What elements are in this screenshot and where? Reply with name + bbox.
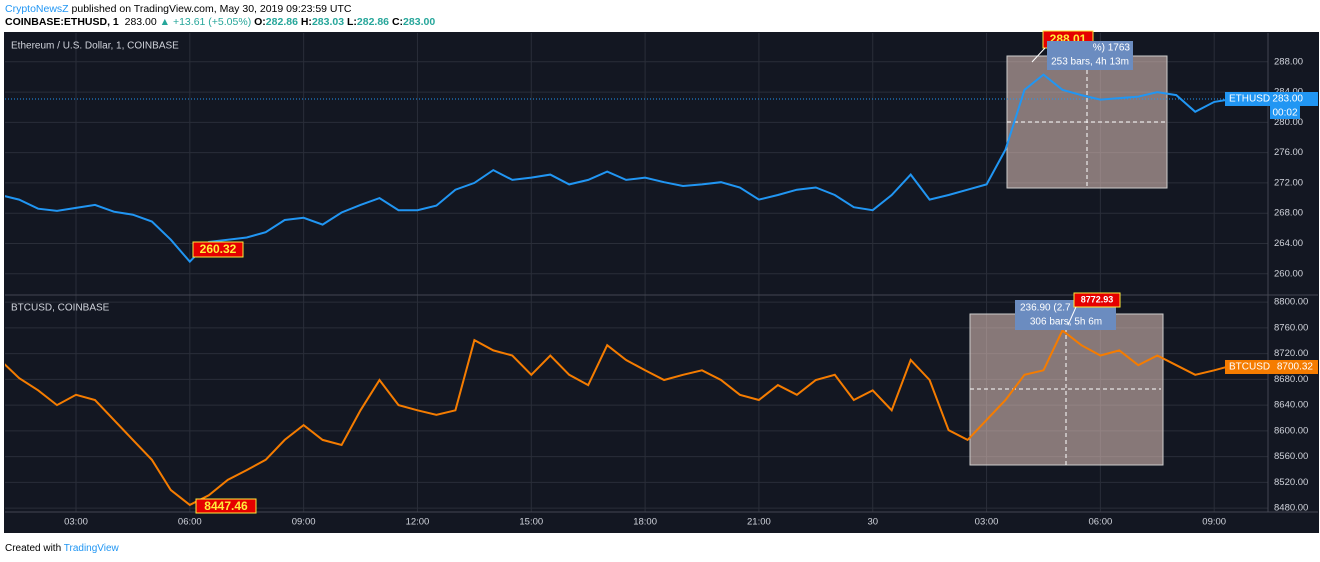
l-label: L: xyxy=(346,16,357,28)
x-tick-label: 06:00 xyxy=(1088,517,1112,528)
high-label: 8772.93 xyxy=(1081,294,1114,304)
pane-title: Ethereum / U.S. Dollar, 1, COINBASE xyxy=(11,41,179,52)
x-tick-label: 12:00 xyxy=(406,517,430,528)
chart: 260.00264.00268.00272.00276.00280.00284.… xyxy=(4,30,1319,533)
o: 282.86 xyxy=(265,16,298,28)
y-tick-label: 268.00 xyxy=(1274,208,1303,219)
pane-title: BTCUSD, COINBASE xyxy=(11,303,110,314)
last: 283.00 xyxy=(124,16,157,28)
x-tick-label: 09:00 xyxy=(1202,517,1226,528)
callout xyxy=(1067,306,1077,326)
y-tick-label: 8560.00 xyxy=(1274,451,1308,462)
measure-label: 236.90 (2.7 xyxy=(1020,303,1071,314)
high-label-box xyxy=(1073,292,1121,308)
y-tick-label: 8800.00 xyxy=(1274,297,1308,308)
countdown-tag xyxy=(1270,106,1300,119)
x-tick-label: 03:00 xyxy=(975,517,999,528)
low-label: 8447.46 xyxy=(204,499,248,513)
x-tick-label: 15:00 xyxy=(519,517,543,528)
countdown: 00:02 xyxy=(1272,108,1297,119)
price-tag-value: 283.00 xyxy=(1272,94,1303,105)
callout xyxy=(1031,47,1046,63)
x-tick-label: 21:00 xyxy=(747,517,771,528)
header-line-2: COINBASE:ETHUSD, 1 283.00 ▲ +13.61 (+5.0… xyxy=(5,16,435,28)
measure-label: 306 bars, 5h 6m xyxy=(1030,317,1102,328)
h: 283.03 xyxy=(311,16,345,28)
y-tick-label: 8600.00 xyxy=(1274,425,1308,436)
price-tag-symbol: BTCUSD xyxy=(1229,362,1270,373)
author[interactable]: CryptoNewsZ xyxy=(5,3,69,15)
price-tag-symbol: ETHUSD xyxy=(1229,94,1270,105)
price-line xyxy=(5,328,1234,507)
c-label: C: xyxy=(391,16,404,28)
c: 283.00 xyxy=(403,16,436,28)
y-tick-label: 264.00 xyxy=(1274,238,1303,249)
measure-label: %) 1763 xyxy=(1093,43,1131,54)
y-tick-label: 8680.00 xyxy=(1274,374,1308,385)
h-label: H: xyxy=(300,16,312,28)
footer-brand[interactable]: TradingView xyxy=(63,543,119,554)
x-tick-label: 03:00 xyxy=(64,517,88,528)
x-tick-label: 09:00 xyxy=(292,517,316,528)
footer-text: Created with xyxy=(5,543,62,554)
measure-label: 253 bars, 4h 13m xyxy=(1051,57,1129,68)
y-tick-label: 280.00 xyxy=(1274,117,1303,128)
y-tick-label: 276.00 xyxy=(1274,147,1303,158)
y-tick-label: 260.00 xyxy=(1274,268,1303,279)
price-tag-value: 8700.32 xyxy=(1277,362,1314,373)
l: 282.86 xyxy=(356,16,390,28)
footer: Created with TradingView xyxy=(5,543,119,554)
low-label-box xyxy=(192,241,244,258)
x-tick-label: 18:00 xyxy=(633,517,657,528)
low-label: 260.32 xyxy=(200,242,237,256)
change: ▲ +13.61 (+5.05%) xyxy=(159,16,252,28)
y-tick-label: 288.00 xyxy=(1274,56,1303,67)
x-tick-label: 06:00 xyxy=(178,517,202,528)
y-tick-label: 8640.00 xyxy=(1274,400,1308,411)
low-label-box xyxy=(195,498,257,514)
o-label: O: xyxy=(254,16,266,28)
y-tick-label: 8480.00 xyxy=(1274,503,1308,514)
price-tag xyxy=(1225,360,1318,374)
price-tag xyxy=(1225,92,1318,106)
y-tick-label: 8520.00 xyxy=(1274,477,1308,488)
y-tick-label: 8720.00 xyxy=(1274,348,1308,359)
measure-label-box xyxy=(1047,41,1133,70)
y-tick-label: 272.00 xyxy=(1274,177,1303,188)
symbol: COINBASE:ETHUSD, 1 xyxy=(5,16,119,28)
published: published on TradingView.com, May 30, 20… xyxy=(71,3,352,15)
x-tick-label: 30 xyxy=(867,517,878,528)
y-tick-label: 8760.00 xyxy=(1274,322,1308,333)
measure-box xyxy=(969,313,1164,466)
header-line-1: CryptoNewsZ published on TradingView.com… xyxy=(5,3,352,15)
